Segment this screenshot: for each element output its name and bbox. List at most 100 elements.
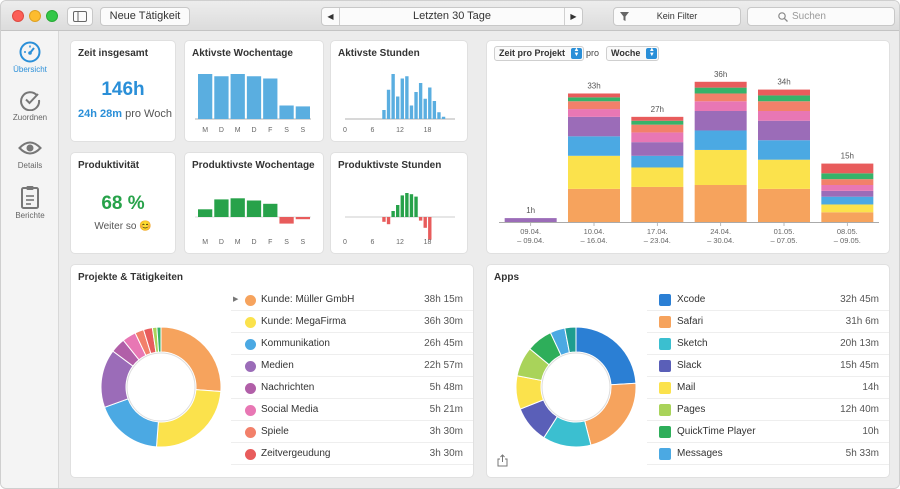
app-name: Safari — [677, 316, 704, 327]
category-label: 17.04. — [647, 227, 668, 236]
project-duration: 38h 15m — [424, 294, 463, 305]
app-row[interactable]: Xcode 32h 45m — [647, 289, 889, 311]
bar-segment — [694, 101, 747, 111]
zoom-window-button[interactable] — [46, 10, 58, 22]
search-icon — [778, 12, 788, 22]
bar-segment — [694, 111, 747, 131]
project-row[interactable]: Kommunikation 26h 45m — [231, 333, 473, 355]
search-placeholder: Suchen — [792, 11, 826, 22]
tick-label: M — [235, 127, 241, 134]
sidebar-item-details[interactable]: Details — [1, 137, 59, 170]
category-label: – 09.04. — [517, 236, 544, 245]
mail-icon — [659, 382, 671, 394]
bar-segment — [694, 81, 747, 88]
project-row[interactable]: Zeitvergeudung 3h 30m — [231, 443, 473, 465]
app-row[interactable]: Mail 14h — [647, 377, 889, 399]
tick-label: 12 — [396, 239, 404, 246]
project-row[interactable]: ▶ Kunde: Müller GmbH 38h 15m — [231, 289, 473, 311]
sidebar-item-overview[interactable]: Übersicht — [1, 41, 59, 74]
app-name: Pages — [677, 404, 706, 415]
sidebar-item-assign[interactable]: Zuordnen — [1, 89, 59, 122]
tick-label: S — [301, 239, 306, 246]
filter-button[interactable]: Kein Filter — [613, 7, 741, 26]
project-name: Nachrichten — [261, 382, 315, 393]
tick-label: D — [251, 239, 256, 246]
app-row[interactable]: QuickTime Player 10h — [647, 421, 889, 443]
productive-hours-card: Produktivste Stunden 0 6 12 18 — [331, 153, 467, 253]
tick-label: D — [219, 239, 224, 246]
donut-slice — [155, 389, 222, 448]
bar-segment — [631, 142, 684, 156]
date-range-label[interactable]: Letzten 30 Tage — [412, 10, 492, 22]
bar — [263, 78, 278, 119]
disclosure-triangle-icon[interactable]: ▶ — [233, 296, 239, 303]
previous-period-button[interactable]: ◀ — [322, 8, 340, 25]
bar-total-label: 27h — [651, 105, 664, 114]
bar — [409, 194, 414, 217]
bar — [246, 200, 262, 217]
period-select[interactable]: Woche ▲ ▼ — [606, 46, 660, 61]
bar-segment — [758, 188, 810, 222]
project-grouping-select[interactable]: Zeit pro Projekt ▲ ▼ — [494, 46, 585, 61]
toggle-sidebar-button[interactable] — [67, 7, 93, 26]
share-button[interactable] — [497, 454, 508, 472]
tick-label: S — [284, 127, 289, 134]
app-duration: 32h 45m — [840, 294, 879, 305]
project-duration: 3h 30m — [429, 426, 463, 437]
donut-slice — [575, 326, 637, 386]
color-swatch — [245, 449, 256, 460]
bar-segment — [758, 111, 810, 121]
category-label: – 07.05. — [770, 236, 797, 245]
close-window-button[interactable] — [12, 10, 24, 22]
app-row[interactable]: Sketch 20h 13m — [647, 333, 889, 355]
project-name: Medien — [261, 360, 294, 371]
app-row[interactable]: Slack 15h 45m — [647, 355, 889, 377]
active-hours-chart: 0 6 12 18 — [343, 74, 455, 134]
sidebar-item-label: Zuordnen — [12, 113, 48, 122]
donut-slice — [156, 326, 162, 353]
tick-label: F — [268, 127, 272, 134]
category-label: 08.05. — [837, 227, 858, 236]
category-label: 24.04. — [710, 227, 731, 236]
bar-segment — [821, 185, 874, 191]
project-row[interactable]: Spiele 3h 30m — [231, 421, 473, 443]
tick-label: 6 — [371, 127, 375, 134]
donut-slice — [584, 382, 637, 446]
productive-hours-chart: 0 6 12 18 — [343, 193, 455, 246]
new-activity-button[interactable]: Neue Tätigkeit — [100, 7, 190, 26]
bar — [418, 83, 423, 119]
bar-segment — [821, 196, 874, 205]
project-name: Social Media — [261, 404, 319, 415]
sidebar-item-reports[interactable]: Berichte — [1, 185, 59, 220]
bar-segment — [568, 109, 620, 117]
bar — [295, 217, 310, 220]
bar-segment — [758, 101, 810, 111]
search-input[interactable]: Suchen — [747, 7, 895, 26]
tick-label: S — [284, 239, 289, 246]
eye-icon — [18, 141, 42, 155]
productivity-card: Produktivität 68 % Weiter so 😊 — [71, 153, 175, 253]
app-row[interactable]: Safari 31h 6m — [647, 311, 889, 333]
bar — [386, 217, 391, 225]
project-name: Kommunikation — [261, 338, 330, 349]
project-row[interactable]: Kunde: MegaFirma 36h 30m — [231, 311, 473, 333]
active-weekdays-card: Aktivste Wochentage M D M D F S S — [185, 41, 323, 141]
bar-segment — [694, 93, 747, 102]
projects-card: Projekte & Tätigkeiten ▶ Kunde: Müller Gm… — [71, 265, 473, 477]
minimize-window-button[interactable] — [29, 10, 41, 22]
project-row[interactable]: Social Media 5h 21m — [231, 399, 473, 421]
project-row[interactable]: Nachrichten 5h 48m — [231, 377, 473, 399]
color-swatch — [245, 339, 256, 350]
project-row[interactable]: Medien 22h 57m — [231, 355, 473, 377]
app-name: Xcode — [677, 294, 706, 305]
next-period-button[interactable]: ▶ — [564, 8, 582, 25]
donut-slice — [160, 326, 222, 393]
tick-label: 0 — [343, 239, 347, 246]
app-row[interactable]: Messages 5h 33m — [647, 443, 889, 465]
filter-icon — [620, 12, 629, 21]
app-row[interactable]: Pages 12h 40m — [647, 399, 889, 421]
bar-segment — [821, 204, 874, 213]
project-name: Spiele — [261, 426, 289, 437]
